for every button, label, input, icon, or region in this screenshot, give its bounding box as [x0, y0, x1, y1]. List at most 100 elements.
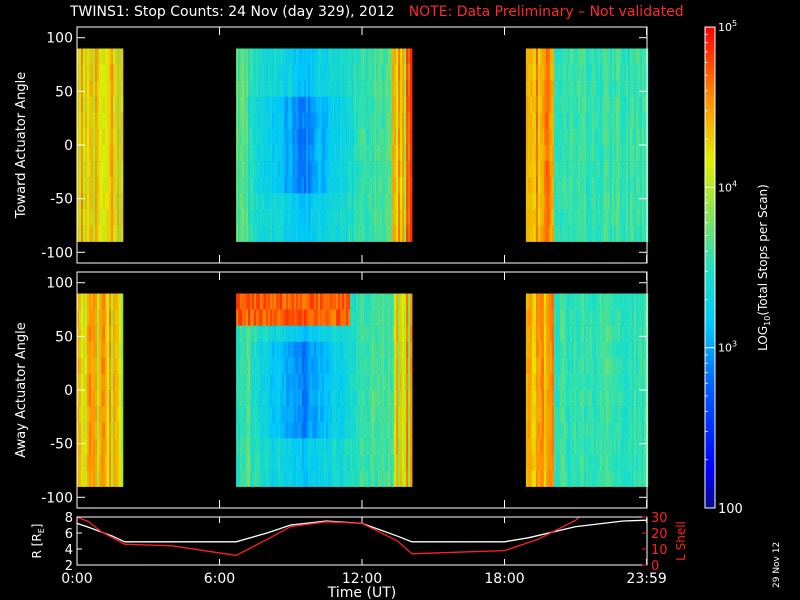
- heatmap-cell: [390, 64, 393, 81]
- heatmap-cell: [529, 96, 533, 114]
- heatmap-cell: [254, 438, 257, 455]
- heatmap-cell: [340, 390, 343, 407]
- heatmap-cell: [240, 309, 243, 326]
- heatmap-cell: [95, 177, 98, 194]
- heatmap-cell: [290, 193, 293, 210]
- heatmap-cell: [527, 80, 531, 97]
- heatmap-cell: [83, 341, 86, 359]
- heatmap-cell: [97, 438, 100, 455]
- heatmap-cell: [605, 225, 609, 242]
- heatmap-cell: [553, 209, 557, 226]
- heatmap-cell: [358, 341, 361, 359]
- heatmap-cell: [89, 293, 92, 310]
- heatmap-cell: [334, 225, 337, 242]
- heatmap-cell: [238, 422, 241, 439]
- heatmap-cell: [87, 357, 90, 375]
- heatmap-cell: [533, 325, 537, 342]
- heatmap-cell: [302, 390, 305, 407]
- heatmap-cell: [398, 341, 401, 359]
- heatmap-cell: [262, 161, 265, 178]
- heatmap-cell: [300, 470, 303, 487]
- heatmap-cell: [111, 64, 114, 81]
- heatmap-cell: [561, 209, 565, 226]
- heatmap-cell: [328, 161, 331, 178]
- heatmap-cell: [109, 293, 112, 310]
- heatmap-cell: [613, 177, 617, 194]
- heatmap-cell: [637, 209, 641, 226]
- heatmap-cell: [408, 422, 411, 439]
- heatmap-cell: [256, 293, 259, 310]
- heatmap-cell: [605, 177, 609, 194]
- heatmap-cell: [589, 225, 593, 242]
- heatmap-cell: [585, 96, 589, 114]
- heatmap-cell: [236, 406, 239, 423]
- heatmap-cell: [390, 470, 393, 487]
- heatmap-cell: [266, 128, 269, 146]
- heatmap-cell: [615, 422, 619, 439]
- heatmap-cell: [246, 454, 249, 471]
- heatmap-cell: [617, 357, 621, 375]
- heatmap-cell: [613, 145, 617, 162]
- heatmap-cell: [286, 309, 289, 326]
- heatmap-cell: [342, 64, 345, 81]
- heatmap-cell: [529, 390, 533, 407]
- heatmap-cell: [388, 145, 391, 162]
- heatmap-cell: [330, 209, 333, 226]
- heatmap-cell: [408, 438, 411, 455]
- heatmap-cell: [306, 373, 309, 391]
- heatmap-cell: [294, 193, 297, 210]
- heatmap-cell: [615, 96, 619, 114]
- heatmap-cell: [280, 209, 283, 226]
- heatmap-cell: [298, 293, 301, 310]
- heatmap-cell: [585, 193, 589, 210]
- heatmap-cell: [571, 390, 575, 407]
- heatmap-cell: [308, 341, 311, 359]
- heatmap-cell: [244, 64, 247, 81]
- heatmap-cell: [268, 96, 271, 114]
- heatmap-cell: [366, 177, 369, 194]
- heatmap-cell: [248, 128, 251, 146]
- heatmap-cell: [91, 325, 94, 342]
- heatmap-cell: [109, 225, 112, 242]
- heatmap-cell: [611, 145, 615, 162]
- ytick-label: 50: [55, 329, 73, 345]
- heatmap-cell: [561, 145, 565, 162]
- heatmap-cell: [109, 128, 112, 146]
- heatmap-cell: [607, 225, 611, 242]
- heatmap-cell: [396, 373, 399, 391]
- heatmap-cell: [322, 225, 325, 242]
- heatmap-cell: [402, 470, 405, 487]
- heatmap-cell: [539, 96, 543, 114]
- heatmap-cell: [282, 48, 285, 65]
- heatmap-cell: [597, 209, 601, 226]
- heatmap-cell: [597, 309, 601, 326]
- heatmap-cell: [382, 225, 385, 242]
- heatmap-cell: [561, 177, 565, 194]
- heatmap-cell: [320, 454, 323, 471]
- heatmap-cell: [346, 390, 349, 407]
- heatmap-cell: [103, 293, 106, 310]
- heatmap-cell: [81, 96, 84, 114]
- heatmap-cell: [545, 128, 549, 146]
- heatmap-cell: [346, 177, 349, 194]
- heatmap-cell: [344, 309, 347, 326]
- heatmap-cell: [629, 209, 633, 226]
- heatmap-cell: [597, 422, 601, 439]
- heatmap-cell: [332, 373, 335, 391]
- heatmap-cell: [316, 357, 319, 375]
- heatmap-cell: [256, 80, 259, 97]
- heatmap-cell: [609, 309, 613, 326]
- heatmap-cell: [113, 128, 116, 146]
- heatmap-cell: [248, 373, 251, 391]
- heatmap-cell: [107, 225, 110, 242]
- heatmap-cell: [635, 209, 639, 226]
- heatmap-cell: [553, 293, 557, 310]
- heatmap-cell: [304, 325, 307, 342]
- heatmap-cell: [113, 96, 116, 114]
- heatmap-cell: [350, 96, 353, 114]
- heatmap-cell: [539, 325, 543, 342]
- heatmap-cell: [322, 209, 325, 226]
- heatmap-cell: [298, 225, 301, 242]
- heatmap-cell: [77, 373, 80, 391]
- heatmap-cell: [388, 193, 391, 210]
